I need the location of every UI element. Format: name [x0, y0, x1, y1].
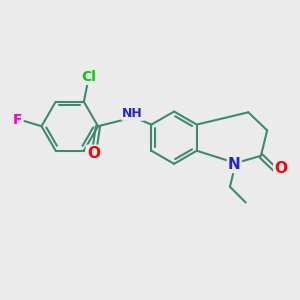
Text: Cl: Cl	[81, 70, 96, 84]
Text: O: O	[274, 161, 287, 176]
Text: F: F	[12, 112, 22, 127]
Text: O: O	[87, 146, 100, 161]
Text: NH: NH	[122, 107, 143, 120]
Text: N: N	[228, 157, 241, 172]
